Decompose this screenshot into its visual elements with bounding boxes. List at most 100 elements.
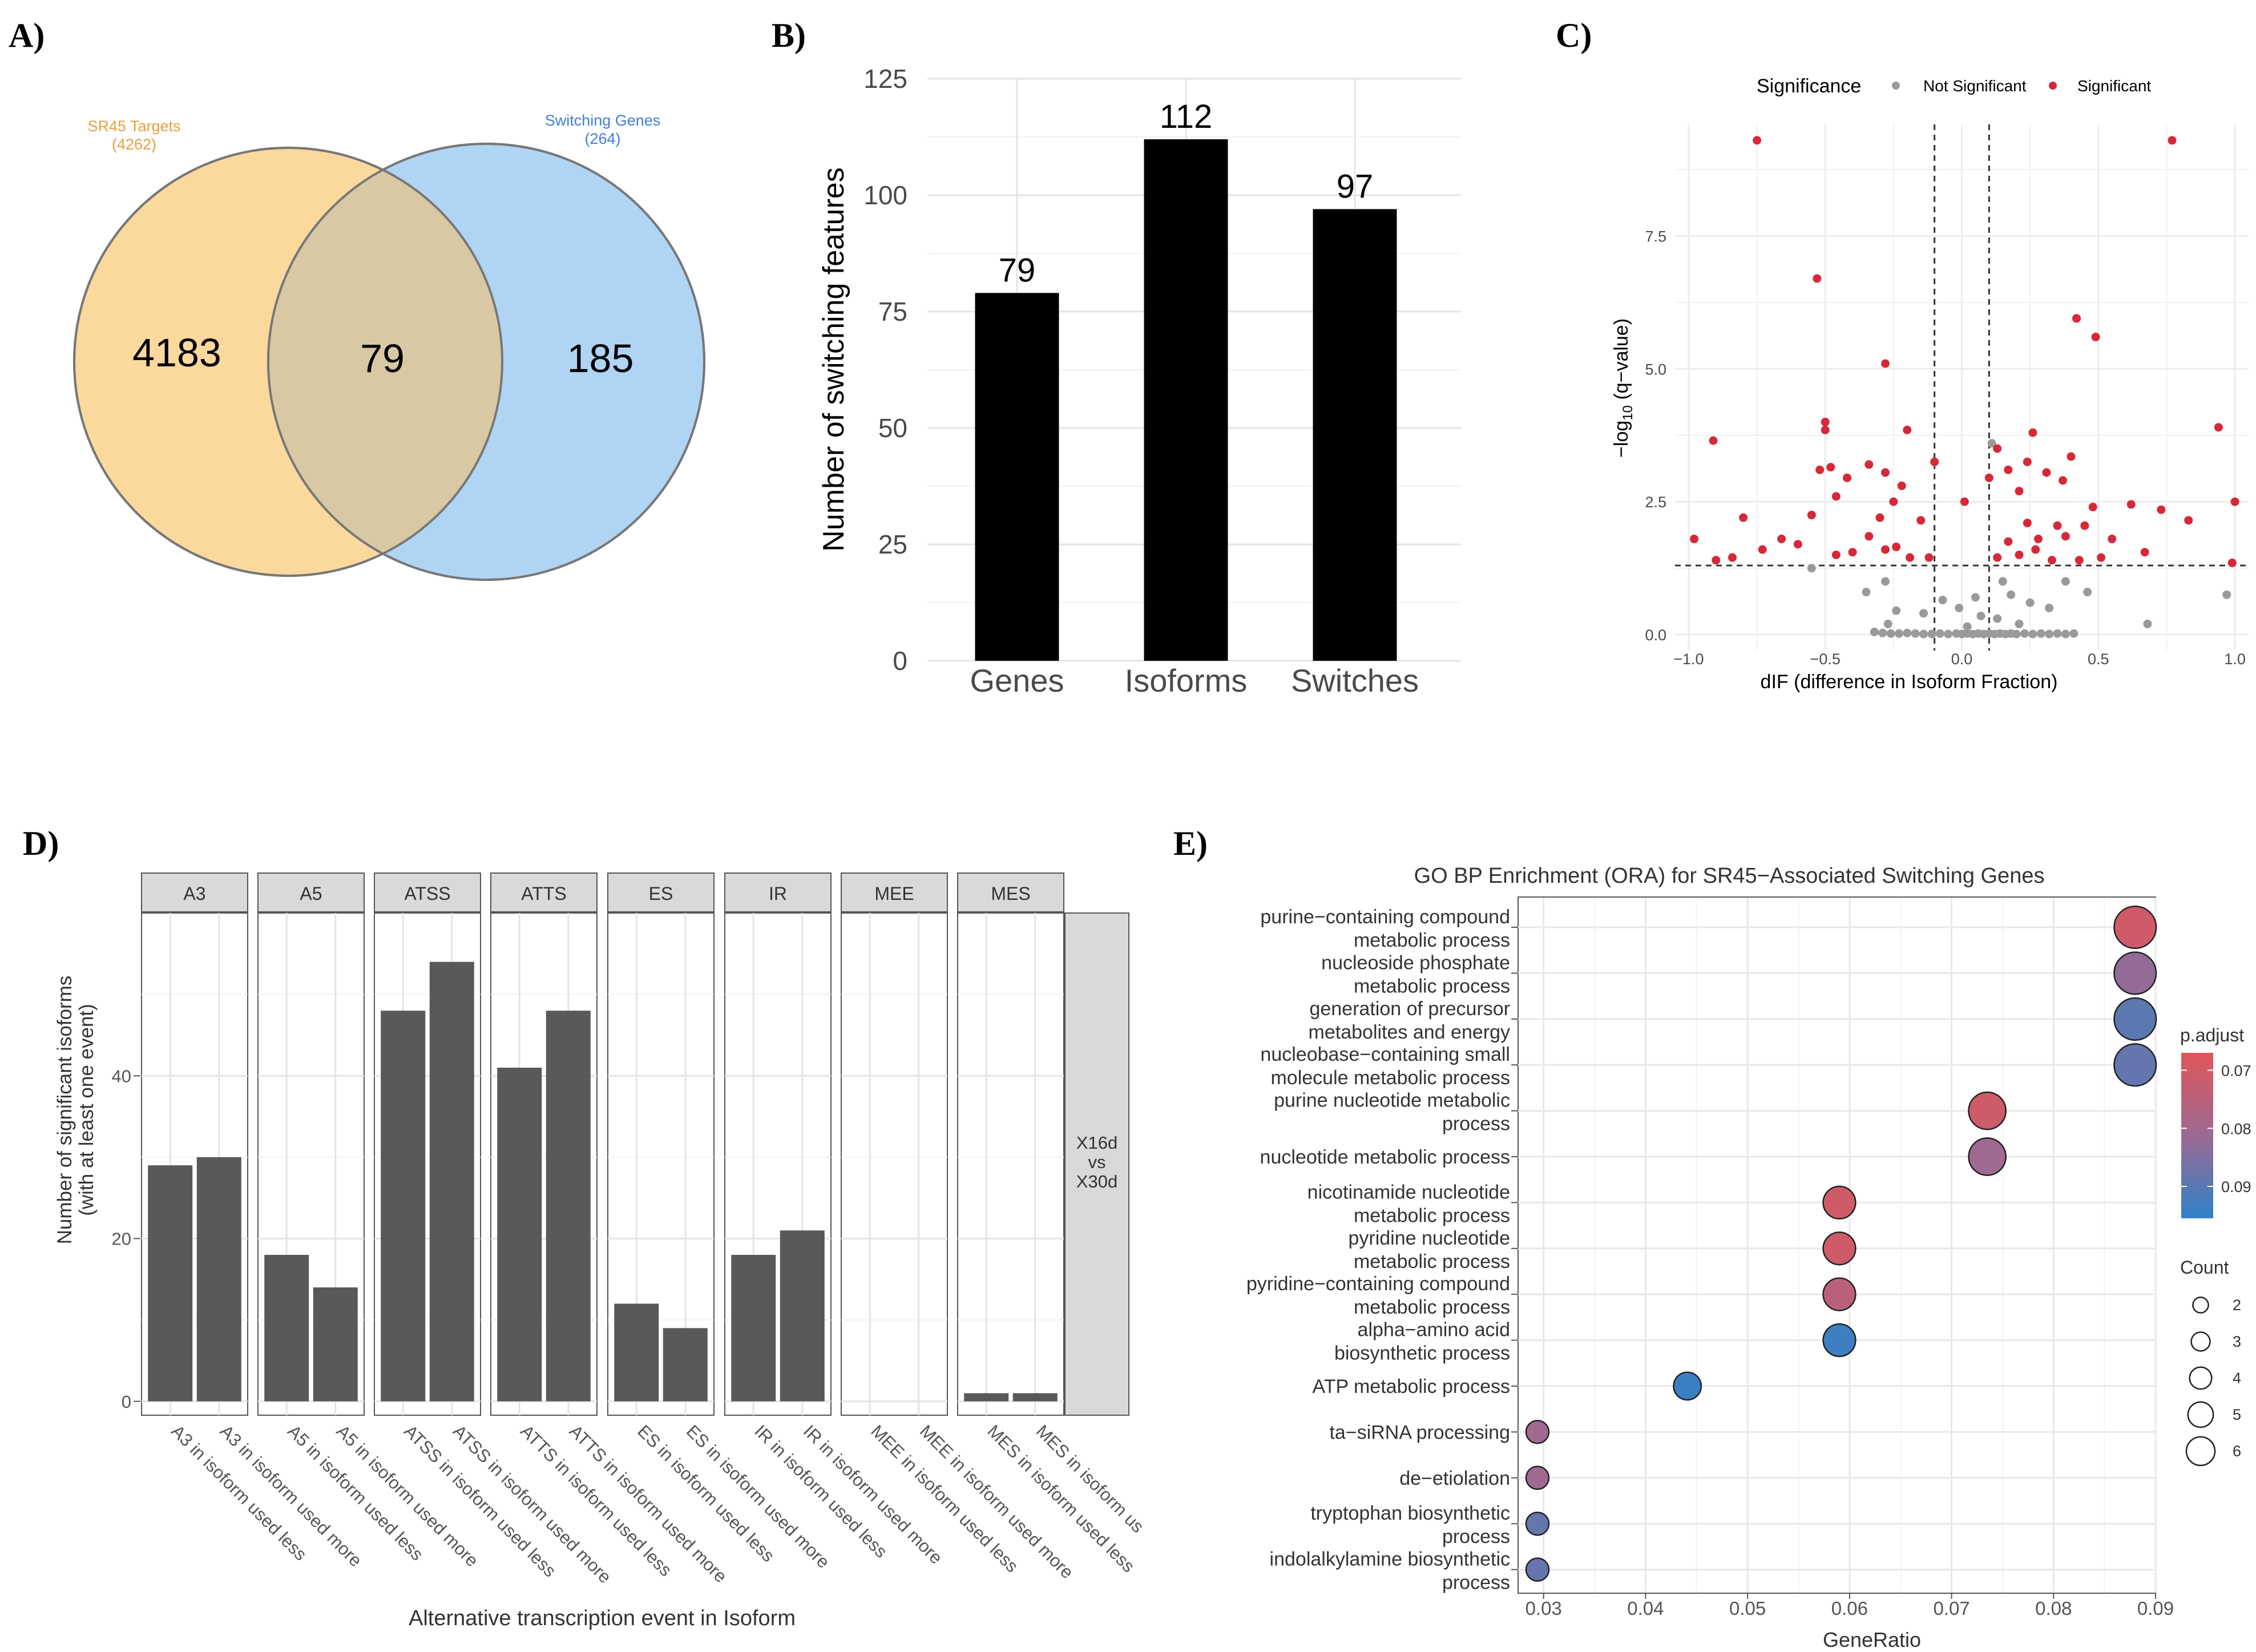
bar-genes (975, 293, 1059, 661)
point-significant (2031, 545, 2040, 554)
go-term-label: indolalkylamine biosynthetic (1270, 1549, 1510, 1570)
point-significant (2072, 314, 2081, 323)
panel-label-a: A) (9, 17, 45, 54)
bar-value-label: 112 (1160, 98, 1212, 135)
point-not-significant (1903, 628, 1912, 637)
point-significant (1753, 136, 1762, 145)
point-not-significant (2012, 629, 2021, 639)
venn-right-set-count: (264) (584, 130, 620, 147)
point-significant (2126, 500, 2136, 509)
count-legend: Count 2 3 4 5 6 (2180, 1257, 2241, 1467)
point-significant (1690, 534, 1698, 543)
go-term-dot (2113, 905, 2157, 950)
event-bar (614, 1303, 659, 1401)
volcano-x-tick-label: −1.0 (1673, 651, 1704, 668)
panel-label-b: B) (772, 17, 806, 54)
bar-y-tick-label: 75 (878, 297, 907, 326)
volcano-x-tick-label: 1.0 (2224, 651, 2246, 668)
point-significant (1831, 492, 1841, 501)
point-not-significant (2036, 629, 2045, 638)
point-not-significant (1927, 629, 1936, 639)
point-significant (2015, 550, 2024, 559)
point-significant (1903, 426, 1912, 435)
venn-overlap-count: 79 (360, 336, 405, 381)
point-not-significant (1919, 629, 1928, 639)
legend-key-significant (2049, 82, 2057, 90)
point-significant (1889, 497, 1898, 506)
go-term-dot (1673, 1371, 1702, 1401)
point-not-significant (1971, 593, 1980, 602)
go-term-label: nucleoside phosphate (1321, 952, 1510, 974)
event-bar (546, 1011, 591, 1401)
point-significant (2157, 505, 2166, 514)
point-significant (1984, 473, 1993, 482)
go-term-label: biosynthetic process (1334, 1343, 1510, 1364)
point-not-significant (2222, 590, 2231, 599)
point-significant (2059, 476, 2068, 485)
go-term-dot (1822, 1231, 1857, 1266)
go-term-label: nicotinamide nucleotide (1307, 1181, 1510, 1203)
point-significant (1875, 513, 1884, 522)
point-significant (2004, 537, 2013, 546)
point-significant (2023, 457, 2032, 466)
venn-left-only-count: 4183 (132, 330, 221, 375)
count-legend-label: 5 (2233, 1406, 2241, 1423)
go-term-label: molecule metabolic process (1270, 1067, 1510, 1089)
point-significant (2184, 516, 2193, 525)
comparison-label-line2: vs (1088, 1152, 1106, 1172)
facet-label: A5 (300, 883, 322, 904)
point-not-significant (2053, 629, 2062, 638)
faceted-x-axis-label: Alternative transcription event in Isofo… (409, 1606, 796, 1630)
point-not-significant (2025, 598, 2035, 607)
legend-title: Significance (1757, 75, 1861, 97)
count-legend-label: 2 (2233, 1296, 2241, 1314)
event-bar (731, 1255, 776, 1401)
facet-strip-atts (490, 873, 598, 912)
bar-y-axis-label: Number of switching features (817, 167, 850, 551)
go-term-dot (1525, 1420, 1550, 1444)
point-not-significant (2028, 629, 2037, 639)
point-significant (2004, 465, 2013, 474)
bar-x-tick-label: Switches (1291, 663, 1419, 698)
point-significant (2227, 558, 2237, 567)
point-significant (1960, 497, 1969, 506)
bar-y-tick-label: 100 (863, 180, 907, 210)
go-term-dot (1525, 1557, 1550, 1582)
point-significant (1930, 457, 1939, 466)
facet-label: ATSS (404, 883, 450, 904)
go-term-label: ta−siRNA processing (1329, 1421, 1510, 1443)
volcano-y-tick-label: 2.5 (1645, 494, 1666, 511)
bar-y-tick-label: 125 (863, 64, 907, 94)
point-significant (1864, 532, 1874, 541)
point-significant (2067, 452, 2076, 461)
facet-label: ES (649, 883, 673, 904)
padjust-colorbar (2181, 1053, 2213, 1218)
bar-y-tick-label: 50 (878, 413, 907, 443)
go-term-dot (1822, 1323, 1857, 1358)
point-significant (1906, 553, 1915, 562)
count-legend-title: Count (2180, 1257, 2229, 1278)
bar-y-tick-label: 0 (893, 646, 907, 676)
facet-strip-es (607, 873, 715, 912)
event-bar (264, 1255, 309, 1401)
point-significant (2053, 521, 2062, 530)
faceted-y-tick-label: 0 (122, 1392, 131, 1412)
volcano-x-tick-label: −0.5 (1810, 651, 1841, 668)
point-not-significant (1938, 596, 1947, 605)
bar-value-label: 97 (1337, 168, 1374, 205)
facet-panel (957, 912, 1064, 1416)
point-not-significant (2143, 619, 2152, 628)
padjust-legend: p.adjust 0.07 0.08 0.09 (2180, 1025, 2251, 1218)
point-not-significant (1963, 622, 1972, 631)
volcano-y-axis-label: −log10 (q−value) (1611, 318, 1636, 458)
go-term-label: process (1442, 1526, 1510, 1548)
count-legend-label: 4 (2233, 1370, 2241, 1387)
point-not-significant (1944, 629, 1953, 639)
point-not-significant (1807, 564, 1816, 573)
count-legend-key (2190, 1331, 2211, 1352)
facet-strip-atss (374, 873, 481, 912)
gridlines (1675, 124, 2249, 651)
point-significant (2061, 532, 2070, 541)
point-significant (1712, 556, 1721, 565)
go-term-dot (1525, 1511, 1550, 1536)
